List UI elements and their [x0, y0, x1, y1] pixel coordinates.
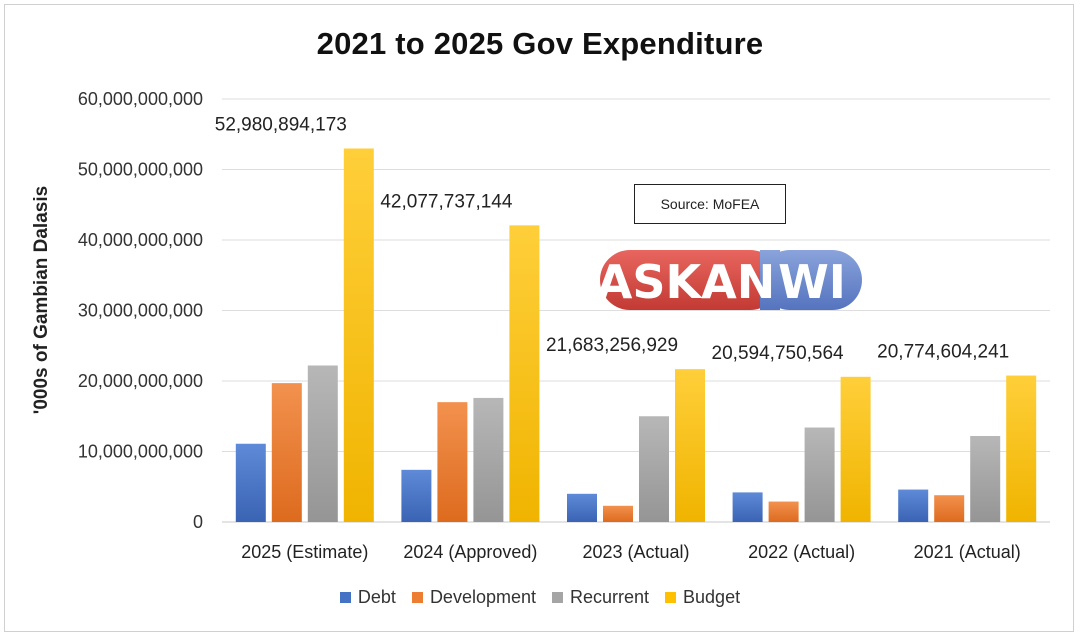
- bar-data-label: 52,980,894,173: [215, 114, 347, 135]
- legend-item-recurrent: Recurrent: [552, 587, 649, 608]
- watermark-text-wi: WI: [778, 255, 846, 309]
- bar-debt: [898, 489, 929, 522]
- x-tick-label: 2023 (Actual): [582, 542, 689, 562]
- legend-label: Recurrent: [570, 587, 650, 607]
- bar-debt: [401, 469, 432, 522]
- legend-item-budget: Budget: [665, 587, 740, 608]
- bar-data-label: 20,594,750,564: [712, 343, 845, 364]
- y-tick-label: 40,000,000,000: [78, 230, 203, 250]
- bar-recurrent: [970, 435, 1001, 522]
- bar-data-label: 20,774,604,241: [877, 342, 1009, 363]
- legend-swatch: [665, 592, 677, 603]
- bar-recurrent: [639, 416, 669, 522]
- bar-data-label: 21,683,256,929: [546, 335, 678, 356]
- askanwi-watermark-logo: ASKAN WI: [597, 250, 862, 310]
- y-tick-label: 50,000,000,000: [78, 160, 203, 180]
- x-tick-label: 2025 (Estimate): [241, 542, 368, 562]
- chart-frame: [4, 4, 1074, 632]
- legend-swatch: [552, 592, 563, 603]
- bar-debt: [235, 443, 266, 522]
- x-tick-label: 2022 (Actual): [748, 542, 855, 562]
- y-tick-label: 10,000,000,000: [78, 442, 203, 462]
- legend-item-debt: Debt: [339, 587, 396, 608]
- legend-item-development: Development: [411, 587, 536, 608]
- bar-debt: [567, 493, 597, 522]
- bar-budget: [1006, 375, 1037, 522]
- bar-budget: [343, 148, 374, 523]
- bar-recurrent: [473, 397, 504, 522]
- y-tick-label: 30,000,000,000: [78, 301, 203, 321]
- legend-label: Debt: [357, 587, 396, 607]
- bar-debt: [732, 492, 763, 522]
- bar-development: [603, 505, 633, 522]
- bar-recurrent: [307, 365, 338, 522]
- legend-label: Budget: [683, 587, 741, 607]
- legend-label: Development: [429, 587, 536, 607]
- chart-title: 2021 to 2025 Gov Expenditure: [316, 26, 764, 61]
- bar-development: [271, 383, 302, 522]
- bar-development: [934, 495, 965, 522]
- legend-swatch: [339, 592, 351, 603]
- y-tick-label: 20,000,000,000: [78, 371, 203, 391]
- source-annotation: Source: MoFEA: [634, 184, 786, 224]
- bar-data-label: 42,077,737,144: [380, 191, 513, 212]
- y-tick-label: 0: [193, 512, 203, 532]
- x-tick-label: 2021 (Actual): [914, 542, 1021, 562]
- chart-legend: Debt Development Recurrent Budget: [0, 587, 1080, 608]
- legend-swatch: [411, 592, 423, 603]
- bar-budget: [840, 376, 871, 522]
- bar-recurrent: [804, 427, 835, 522]
- y-tick-label: 60,000,000,000: [78, 89, 203, 109]
- bar-budget: [675, 369, 705, 522]
- watermark-text-askan: ASKAN: [597, 255, 775, 309]
- x-tick-label: 2024 (Approved): [403, 542, 537, 562]
- bar-development: [437, 402, 468, 522]
- bar-development: [768, 501, 799, 522]
- bar-budget: [509, 225, 540, 522]
